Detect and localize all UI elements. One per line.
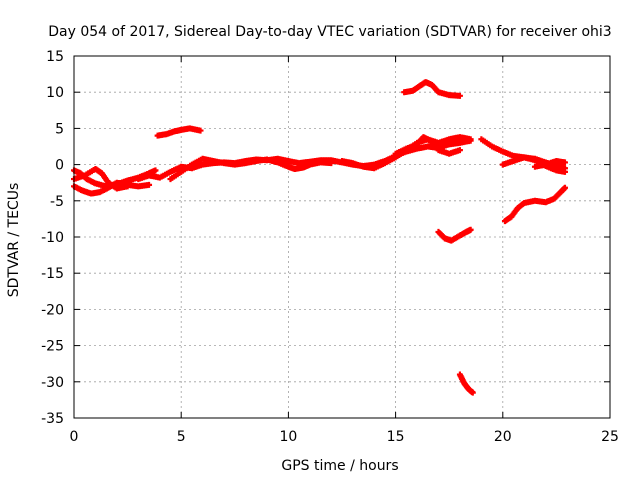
grid: [74, 56, 610, 418]
x-tick-label: 5: [177, 429, 186, 445]
series-arc-13: [499, 154, 568, 175]
data-point: [469, 389, 476, 396]
chart-title: Day 054 of 2017, Sidereal Day-to-day VTE…: [48, 24, 611, 40]
y-tick-label: 5: [55, 121, 64, 137]
y-tick-label: 15: [46, 49, 64, 65]
series-arc-11: [456, 371, 476, 396]
data-points: [71, 79, 568, 396]
x-tick-label: 15: [387, 429, 405, 445]
data-point: [146, 181, 153, 188]
data-point: [467, 226, 474, 233]
y-tick-label: -20: [41, 302, 64, 318]
x-tick-label: 20: [494, 429, 512, 445]
y-tick-label: -35: [41, 411, 64, 427]
y-axis-label: SDTVAR / TECUs: [6, 183, 22, 298]
y-tick-label: -10: [41, 230, 64, 246]
y-tick-label: -30: [41, 375, 64, 391]
data-point: [456, 92, 463, 99]
y-tick-label: 0: [55, 158, 64, 174]
y-tick-label: -15: [41, 266, 64, 282]
series-arc-2: [71, 179, 153, 197]
series-arc-7: [392, 134, 463, 157]
series-arc-15: [501, 184, 568, 225]
axis-ticks: 0 5 10 15 20 25 15 10 5 0 -5 -10 -15 -20 -25 -30 -35: [41, 49, 619, 445]
series-arc-3: [71, 165, 131, 192]
x-tick-label: 10: [279, 429, 297, 445]
series-arc-14: [531, 157, 568, 170]
y-tick-label: 10: [46, 85, 64, 101]
y-tick-label: -5: [50, 194, 64, 210]
data-point: [124, 183, 131, 190]
series-arc-5: [167, 155, 335, 183]
x-tick-label: 25: [601, 429, 619, 445]
series-arc-8: [154, 125, 204, 139]
data-point: [561, 168, 568, 175]
data-point: [561, 159, 568, 166]
data-point: [197, 127, 204, 134]
series-arc-9: [401, 79, 463, 99]
data-point: [152, 167, 159, 174]
data-point: [328, 160, 335, 167]
data-point: [467, 136, 474, 143]
x-axis-label: GPS time / hours: [281, 458, 398, 474]
x-tick-label: 0: [70, 429, 79, 445]
series-arc-10: [435, 226, 474, 244]
data-point: [456, 147, 463, 154]
data-point: [561, 184, 568, 191]
y-tick-label: -25: [41, 339, 64, 355]
